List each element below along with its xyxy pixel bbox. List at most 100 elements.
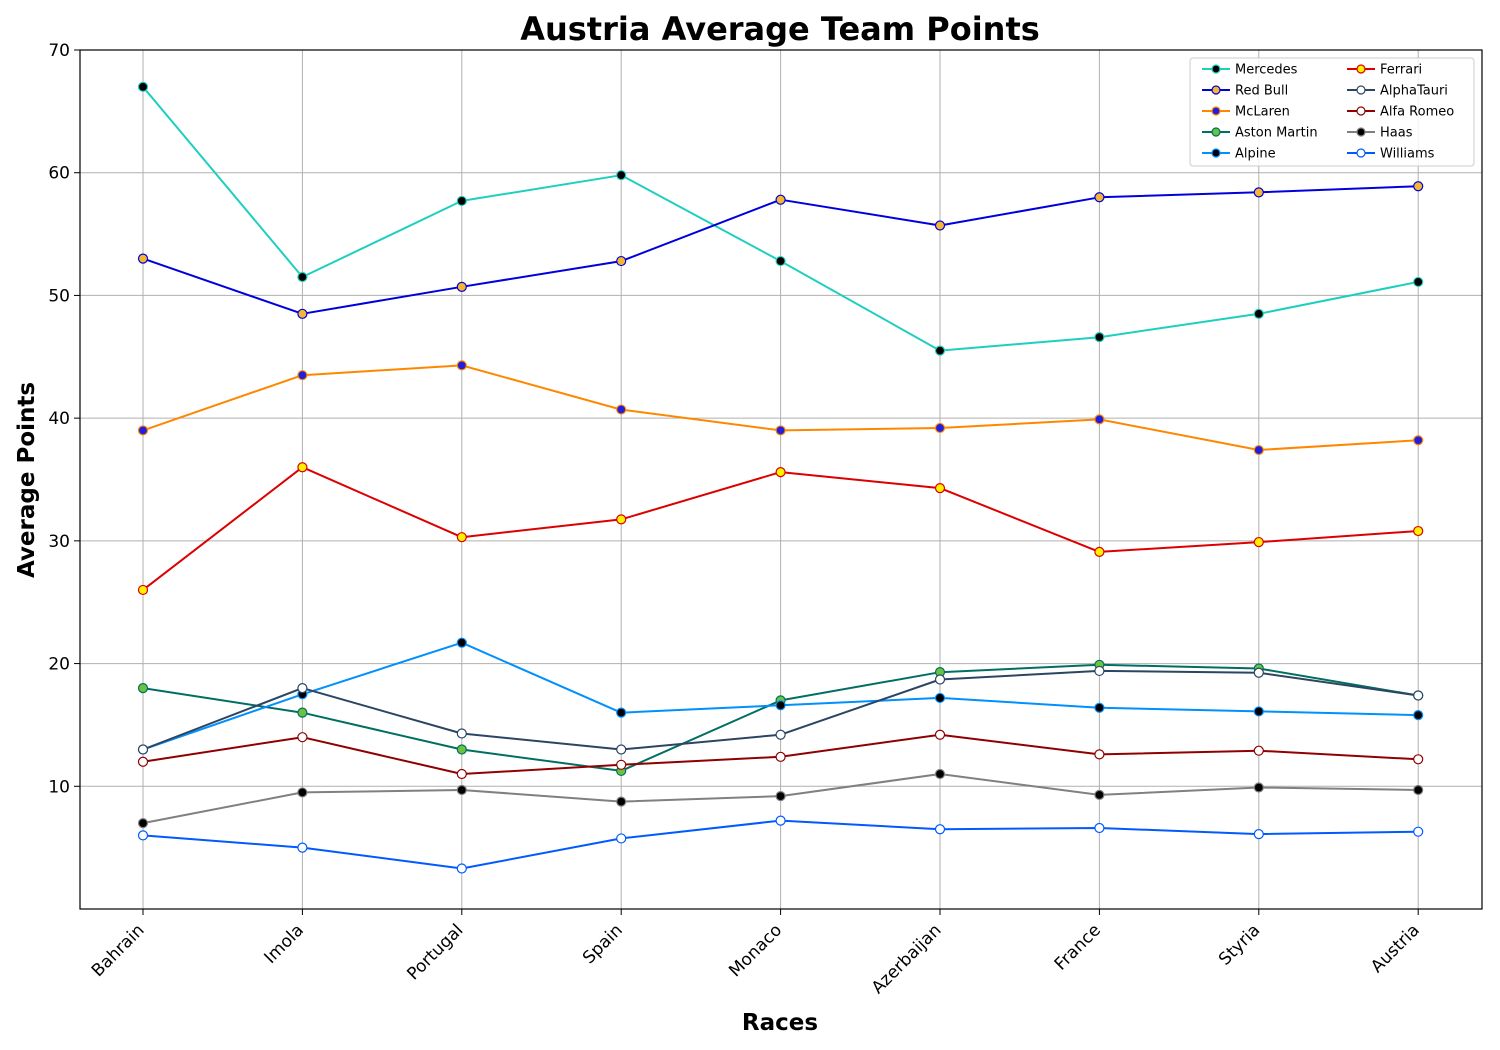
x-tick-label: Azerbaijan (868, 920, 946, 998)
data-point (616, 170, 627, 181)
data-point (456, 728, 467, 739)
x-tick-label: Portugal (403, 920, 467, 984)
data-point (137, 584, 149, 596)
legend-marker (1211, 106, 1221, 116)
data-point (137, 756, 149, 767)
series-alfa-romeo (137, 729, 1424, 780)
data-point (1413, 826, 1424, 837)
y-tick-label: 60 (48, 164, 70, 184)
x-tick-label: Monaco (725, 920, 786, 981)
data-point (1094, 822, 1105, 834)
data-point (1413, 784, 1424, 796)
y-tick-label: 20 (48, 655, 70, 675)
data-point (934, 345, 946, 356)
legend-label: McLaren (1235, 105, 1290, 120)
data-point (1094, 702, 1105, 713)
data-point (1094, 332, 1105, 343)
x-tick-label: Spain (579, 920, 627, 968)
data-point (934, 422, 946, 434)
data-point (1253, 782, 1264, 793)
legend-item: Haas (1347, 126, 1413, 141)
legend-item: Red Bull (1202, 84, 1288, 99)
data-point (456, 768, 467, 780)
series-ferrari (137, 462, 1424, 596)
data-point (297, 842, 308, 853)
legend-label: Alpine (1235, 147, 1276, 162)
data-point (616, 707, 627, 718)
legend-marker (1356, 64, 1366, 74)
data-point (456, 784, 467, 796)
series-mercedes (137, 81, 1424, 356)
series-alphatauri (137, 665, 1424, 755)
legend-marker (1211, 85, 1221, 95)
legend-label: Williams (1380, 147, 1435, 162)
data-point (1413, 754, 1424, 765)
data-point (1253, 745, 1264, 756)
legend-label: Red Bull (1235, 84, 1288, 99)
data-point (775, 791, 786, 802)
data-point (616, 404, 627, 415)
data-point (137, 744, 149, 755)
data-point (1094, 546, 1105, 558)
legend-label: AlphaTauri (1380, 84, 1448, 99)
data-point (456, 360, 467, 371)
x-axis-title: Races (742, 1010, 818, 1036)
data-point (1413, 710, 1424, 721)
data-point (137, 817, 149, 829)
legend-item: Mercedes (1202, 63, 1298, 78)
legend: Mercedes Red Bull McLaren Aston Martin Alpin… (1189, 57, 1475, 167)
legend-label: Haas (1380, 126, 1413, 141)
data-point (297, 271, 308, 283)
data-point (616, 833, 627, 844)
legend-box (1189, 57, 1475, 167)
data-point (934, 674, 946, 685)
legend-item: Aston Martin (1202, 126, 1318, 141)
data-point (616, 744, 627, 755)
data-point (1253, 536, 1264, 548)
data-point (456, 637, 467, 648)
legend-label: Alfa Romeo (1380, 105, 1454, 120)
legend-marker (1356, 127, 1366, 137)
data-point (1094, 414, 1105, 425)
data-point (137, 683, 149, 694)
data-point (297, 732, 308, 743)
data-point (1253, 308, 1264, 319)
legend-item: AlphaTauri (1347, 84, 1448, 99)
data-point (775, 467, 786, 478)
series-haas (137, 768, 1424, 829)
legend-item: Ferrari (1347, 63, 1422, 78)
data-point (456, 863, 467, 874)
legend-label: Aston Martin (1235, 126, 1318, 141)
legend-label: Ferrari (1380, 63, 1422, 78)
y-tick-label: 70 (48, 41, 70, 61)
legend-marker (1211, 127, 1221, 137)
data-point (775, 729, 786, 740)
data-point (297, 308, 308, 319)
legend-marker (1211, 148, 1221, 158)
legend-marker (1356, 85, 1366, 95)
data-point (137, 830, 149, 841)
data-point (775, 255, 786, 267)
legend-marker (1356, 148, 1366, 158)
y-tick-label: 30 (48, 532, 70, 552)
data-point (1413, 435, 1424, 446)
data-point (775, 815, 786, 826)
data-point (1413, 181, 1424, 192)
chart-title: Austria Average Team Points (520, 10, 1040, 48)
data-point (775, 425, 786, 436)
data-point (456, 532, 467, 543)
data-point (456, 281, 467, 292)
data-point (934, 824, 946, 835)
data-point (297, 787, 308, 798)
data-point (616, 514, 627, 525)
data-point (1413, 276, 1424, 288)
series-group (137, 81, 1424, 874)
data-point (297, 707, 308, 718)
data-point (616, 255, 627, 267)
legend-item: Alfa Romeo (1347, 105, 1454, 120)
x-tick-label: Styria (1215, 920, 1264, 969)
data-point (1253, 829, 1264, 840)
legend-label: Mercedes (1235, 63, 1298, 78)
data-point (137, 253, 149, 264)
